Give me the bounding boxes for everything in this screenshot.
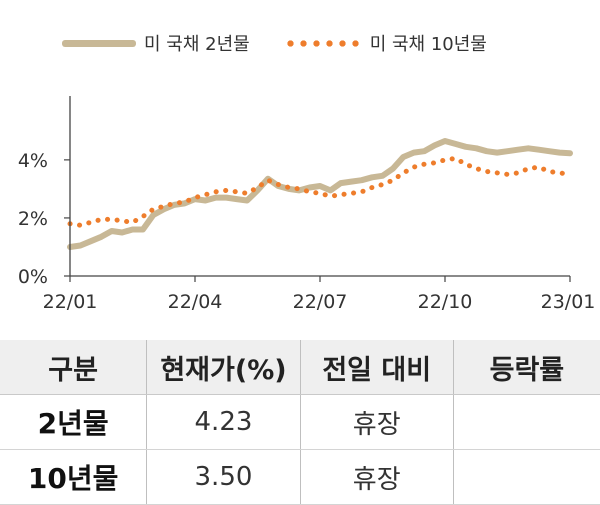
header-change-rate: 등락률 (452, 340, 600, 395)
yield-chart: 22/01 22/04 22/07 22/10 23/01 0% 2% 4% (18, 96, 596, 313)
table-row: 2년물 4.23 휴장 (0, 394, 600, 450)
y-tick-label: 0% (18, 266, 48, 288)
legend-swatch-10y (283, 39, 362, 47)
legend-swatch-2y (62, 39, 136, 47)
x-tick-label: 23/01 (541, 291, 596, 313)
cell-change-2y: 휴장 (299, 394, 454, 450)
row-label-2y: 2년물 (0, 394, 147, 450)
cell-rate-2y (452, 394, 600, 450)
header-change: 전일 대비 (299, 340, 454, 395)
chart-legend: 미 국채 2년물 미 국채 10년물 (62, 30, 521, 56)
row-label-10y: 10년물 (0, 449, 147, 505)
series-line-2y (67, 138, 573, 250)
legend-item-2y: 미 국채 2년물 (62, 30, 250, 56)
header-category: 구분 (0, 340, 147, 395)
y-tick-label: 2% (18, 208, 48, 230)
cell-price-10y: 3.50 (146, 449, 301, 505)
quote-table: 구분 현재가(%) 전일 대비 등락률 2년물 4.23 휴장 10년물 3.5… (0, 340, 600, 505)
x-tick-label: 22/10 (418, 291, 473, 313)
x-tick-label: 22/01 (43, 291, 98, 313)
table-row: 10년물 3.50 휴장 (0, 449, 600, 505)
cell-change-10y: 휴장 (299, 449, 454, 505)
x-tick-label: 22/04 (168, 291, 223, 313)
x-tick-label: 22/07 (293, 291, 348, 313)
legend-item-10y: 미 국채 10년물 (283, 30, 487, 56)
table-header-row: 구분 현재가(%) 전일 대비 등락률 (0, 340, 600, 395)
cell-price-2y: 4.23 (146, 394, 301, 450)
y-tick-label: 4% (18, 150, 48, 172)
series-line-10y (67, 155, 573, 228)
legend-label-10y: 미 국채 10년물 (369, 34, 487, 55)
header-price: 현재가(%) (146, 340, 301, 395)
legend-label-2y: 미 국채 2년물 (144, 34, 250, 55)
cell-rate-10y (452, 449, 600, 505)
